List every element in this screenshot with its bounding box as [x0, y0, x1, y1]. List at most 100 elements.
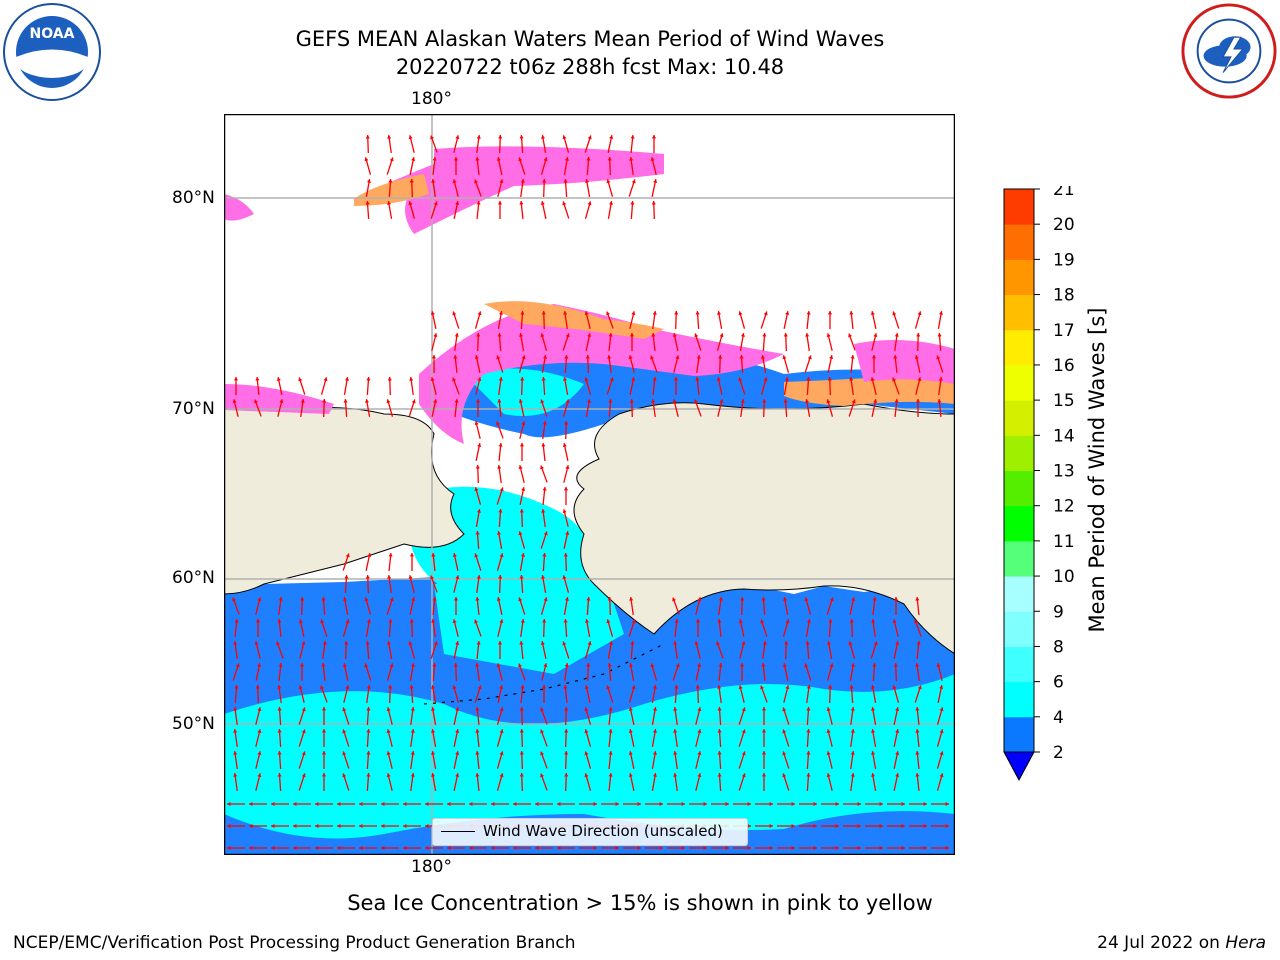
wave-direction-arrowhead: [586, 663, 591, 667]
wave-direction-arrowhead: [452, 179, 457, 184]
wave-direction-arrowhead: [857, 823, 861, 829]
wave-direction-arrowhead: [895, 707, 900, 711]
wave-direction-arrowhead: [747, 823, 751, 829]
wave-direction-arrowhead: [293, 801, 297, 807]
nws-logo: [1181, 3, 1277, 99]
wave-direction-arrowhead: [301, 751, 306, 756]
wave-direction-arrowhead: [343, 399, 348, 403]
colorbar-label: Mean Period of Wind Waves [s]: [1085, 307, 1109, 633]
wave-direction-arrowhead: [901, 823, 905, 829]
wave-direction-arrowhead: [895, 729, 900, 733]
wave-direction-arrowhead: [584, 751, 589, 756]
wave-direction-arrowhead: [893, 663, 898, 667]
wave-direction-arrowhead: [741, 773, 746, 778]
noaa-logo: NOAA: [3, 3, 101, 101]
wave-direction-arrowhead: [637, 845, 641, 851]
wave-direction-arrowhead: [271, 845, 275, 851]
wave-direction-arrowhead: [232, 597, 237, 602]
wave-direction-arrowhead: [565, 465, 570, 470]
wave-direction-arrowhead: [738, 311, 743, 316]
wave-direction-arrowhead: [233, 751, 238, 755]
wave-direction-arrowhead: [342, 707, 347, 712]
wave-direction-arrowhead: [301, 707, 306, 712]
wave-direction-arrowhead: [851, 399, 856, 404]
wave-direction-arrowhead: [474, 421, 479, 426]
generation-date-text: 24 Jul 2022 on: [1097, 933, 1220, 953]
wave-direction-arrowhead: [805, 641, 810, 645]
wave-direction-arrowhead: [937, 399, 942, 403]
wave-direction-arrowhead: [432, 157, 437, 161]
wave-direction-arrowhead: [805, 399, 810, 403]
colorbar-segment: [1004, 576, 1034, 612]
wave-direction-arrowhead: [593, 801, 597, 807]
wave-direction-arrowhead: [431, 751, 436, 755]
wave-direction-arrowhead: [298, 685, 303, 690]
wave-direction-arrowhead: [593, 845, 597, 851]
wave-direction-arrowhead: [674, 311, 679, 315]
wave-direction-arrowhead: [695, 619, 701, 623]
wave-direction-arrowhead: [791, 823, 795, 829]
wave-direction-arrowhead: [725, 801, 729, 807]
wave-direction-arrowhead: [629, 663, 634, 667]
wave-direction-arrowhead: [271, 801, 275, 807]
colorbar-segment: [1004, 681, 1034, 718]
wave-direction-arrowhead: [717, 729, 722, 733]
wave-direction-arrowhead: [857, 845, 861, 851]
wave-direction-arrowhead: [447, 845, 451, 851]
wave-direction-arrowhead: [564, 421, 569, 425]
wave-direction-arrowhead: [498, 509, 503, 513]
wave-direction-arrowhead: [409, 619, 414, 623]
wave-direction-arrowhead: [475, 597, 480, 601]
wave-direction-arrowhead: [609, 377, 614, 382]
wave-direction-arrowhead: [541, 509, 546, 513]
wave-direction-arrowhead: [299, 663, 305, 667]
wave-direction-arrowhead: [366, 773, 371, 777]
wave-direction-arrowhead: [740, 333, 745, 337]
wave-direction-arrowhead: [917, 685, 922, 690]
wave-direction-arrowhead: [541, 685, 547, 689]
colorbar-segment: [1004, 611, 1034, 647]
wave-direction-arrowhead: [432, 597, 437, 601]
wave-direction-arrowhead: [455, 575, 460, 580]
wave-direction-arrowhead: [608, 641, 613, 645]
wave-direction-arrowhead: [257, 597, 262, 602]
wave-direction-arrowhead: [585, 619, 590, 623]
wave-direction-arrowhead: [541, 135, 546, 139]
wave-direction-arrowhead: [916, 641, 921, 645]
latitude-label-80n: 80°N: [172, 188, 215, 208]
wave-direction-arrowhead: [763, 377, 768, 382]
wave-direction-arrowhead: [675, 355, 680, 360]
wave-direction-arrowhead: [293, 823, 297, 829]
wave-direction-arrowhead: [717, 707, 722, 711]
wave-direction-arrowhead: [411, 597, 416, 601]
wave-direction-arrowhead: [322, 399, 327, 403]
wave-direction-arrowhead: [587, 641, 592, 646]
wave-direction-arrowhead: [389, 663, 394, 668]
wave-direction-arrowhead: [901, 845, 905, 851]
wave-direction-arrowhead: [321, 707, 327, 711]
generation-date: 24 Jul 2022 on Hera: [1097, 933, 1266, 953]
wave-direction-arrowhead: [431, 773, 436, 777]
wave-direction-arrowhead: [879, 845, 883, 851]
wave-direction-arrowhead: [628, 707, 633, 711]
wave-direction-arrowhead: [782, 729, 787, 734]
wave-direction-arrowhead: [936, 355, 941, 360]
wave-direction-arrowhead: [718, 355, 723, 359]
wave-direction-arrowhead: [498, 575, 503, 579]
wave-direction-arrowhead: [496, 663, 501, 668]
wave-direction-arrowhead: [499, 773, 504, 778]
wave-direction-arrowhead: [491, 845, 495, 851]
wave-direction-arrowhead: [233, 773, 238, 777]
wave-direction-arrowhead: [694, 333, 699, 338]
wave-direction-arrowhead: [257, 751, 262, 756]
wave-direction-arrowhead: [345, 619, 350, 624]
wave-direction-arrowhead: [540, 707, 545, 712]
sea-ice-west: [224, 384, 334, 414]
wave-direction-arrowhead: [760, 619, 765, 624]
wave-direction-arrowhead: [873, 399, 878, 403]
wave-direction-arrowhead: [366, 179, 371, 183]
wave-direction-arrowhead: [697, 751, 702, 756]
wave-direction-arrowhead: [628, 751, 633, 755]
wave-direction-arrowhead: [697, 729, 702, 734]
wave-direction-arrowhead: [474, 179, 479, 184]
